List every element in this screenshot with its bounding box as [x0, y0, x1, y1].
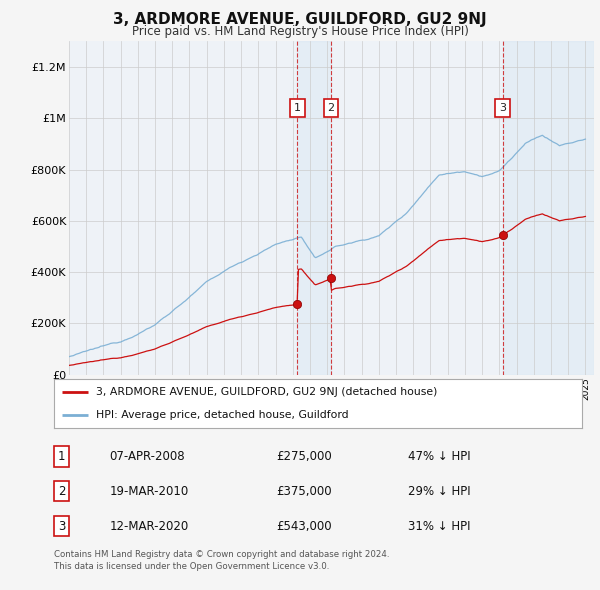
Text: 1: 1	[58, 450, 65, 463]
Text: 47% ↓ HPI: 47% ↓ HPI	[408, 450, 470, 463]
Text: 2: 2	[58, 484, 65, 498]
Text: £275,000: £275,000	[276, 450, 332, 463]
Text: 3: 3	[499, 103, 506, 113]
Text: 31% ↓ HPI: 31% ↓ HPI	[408, 520, 470, 533]
Text: 3, ARDMORE AVENUE, GUILDFORD, GU2 9NJ (detached house): 3, ARDMORE AVENUE, GUILDFORD, GU2 9NJ (d…	[96, 388, 437, 398]
Text: 29% ↓ HPI: 29% ↓ HPI	[408, 484, 470, 498]
Text: Contains HM Land Registry data © Crown copyright and database right 2024.
This d: Contains HM Land Registry data © Crown c…	[54, 550, 389, 571]
Text: 3, ARDMORE AVENUE, GUILDFORD, GU2 9NJ: 3, ARDMORE AVENUE, GUILDFORD, GU2 9NJ	[113, 12, 487, 27]
Bar	[503, 41, 594, 375]
Text: HPI: Average price, detached house, Guildford: HPI: Average price, detached house, Guil…	[96, 409, 349, 419]
Text: 2: 2	[328, 103, 335, 113]
Text: Price paid vs. HM Land Registry's House Price Index (HPI): Price paid vs. HM Land Registry's House …	[131, 25, 469, 38]
Text: 3: 3	[58, 520, 65, 533]
Text: 07-APR-2008: 07-APR-2008	[109, 450, 185, 463]
Text: £543,000: £543,000	[276, 520, 331, 533]
Text: 12-MAR-2020: 12-MAR-2020	[109, 520, 188, 533]
Text: 19-MAR-2010: 19-MAR-2010	[109, 484, 188, 498]
Text: £375,000: £375,000	[276, 484, 331, 498]
Bar	[298, 41, 331, 375]
Text: 1: 1	[294, 103, 301, 113]
